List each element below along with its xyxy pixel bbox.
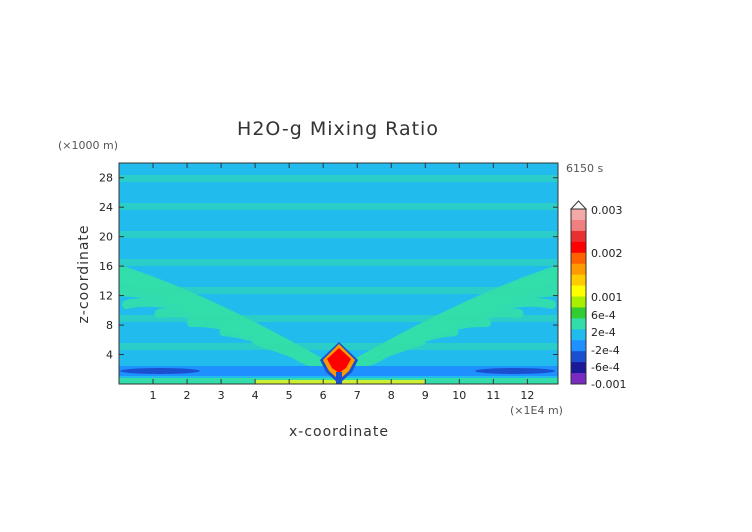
x-tick-label: 9: [422, 389, 429, 402]
time-label: 6150 s: [566, 162, 603, 175]
x-tick-label: 2: [184, 389, 191, 402]
colorbar-label: 0.002: [591, 247, 623, 260]
field-band: [346, 265, 558, 371]
colorbar-label: -6e-4: [591, 361, 620, 374]
y-tick-label: 24: [99, 201, 113, 214]
y-tick-label: 20: [99, 231, 113, 244]
field-band: [119, 264, 332, 371]
field-stripe: [119, 315, 558, 322]
x-tick-label: 7: [354, 389, 361, 402]
colorbar-label: -0.001: [591, 378, 626, 391]
x-tick-label: 11: [486, 389, 500, 402]
colorbar-swatch: [571, 230, 586, 243]
x-tick-label: 4: [252, 389, 259, 402]
y-ticks: 4 8 12 16 20 24 28: [99, 172, 558, 362]
x-axis-label: x-coordinate: [289, 424, 389, 440]
colorbar-label: 0.003: [591, 204, 623, 217]
colorbar-swatch: [571, 318, 586, 330]
field-stripe: [119, 287, 558, 294]
chart-title: H2O-g Mixing Ratio: [237, 118, 439, 140]
colorbar-swatch: [571, 241, 586, 254]
surface-dark-right: [475, 368, 555, 374]
colorbar-label: 6e-4: [591, 309, 616, 322]
y-tick-label: 12: [99, 290, 113, 303]
field-stripe: [119, 231, 558, 238]
x-ticks: 1 2 3 4 5 6 7 8 9 10 11 12: [150, 163, 534, 402]
colorbar-swatch: [571, 285, 586, 297]
colorbar-swatch: [571, 329, 586, 341]
colorbar-swatch: [571, 252, 586, 265]
y-tick-label: 28: [99, 172, 113, 185]
colorbar-swatch: [571, 296, 586, 308]
colorbar-swatch: [571, 263, 586, 276]
colorbar-label: -2e-4: [591, 344, 620, 357]
plume-stem: [336, 372, 342, 384]
y-tick-label: 4: [106, 349, 113, 362]
colorbar-label: 0.001: [591, 291, 623, 304]
colorbar-swatch: [571, 373, 586, 385]
heatmap-field: [119, 163, 558, 384]
colorbar-swatch: [571, 209, 586, 221]
surface-dark-left: [120, 368, 200, 374]
x-tick-label: 5: [286, 389, 293, 402]
x-tick-label: 10: [452, 389, 466, 402]
colorbar-frame: [570, 208, 587, 385]
x-unit-label: (×1E4 m): [510, 404, 563, 417]
colorbar-label: 2e-4: [591, 326, 616, 339]
colorbar-swatch: [571, 307, 586, 319]
plot-frame: [118, 162, 559, 385]
colorbar: 0.003 0.002 0.001 6e-4 2e-4 -2e-4 -6e-4 -0.001: [569, 200, 626, 391]
colorbar-swatch: [571, 351, 586, 363]
x-tick-label: 6: [320, 389, 327, 402]
colorbar-max-arrow: [569, 200, 588, 210]
y-tick-label: 8: [106, 319, 113, 332]
y-unit-label: (×1000 m): [58, 139, 118, 152]
x-tick-label: 8: [388, 389, 395, 402]
field-stripe: [119, 175, 558, 182]
colorbar-swatch: [571, 340, 586, 352]
plume-red: [327, 348, 351, 373]
colorbar-swatch: [571, 362, 586, 374]
field-stripe: [119, 203, 558, 210]
y-axis-label: z-coordinate: [76, 224, 92, 323]
x-tick-label: 12: [520, 389, 534, 402]
y-tick-label: 16: [99, 260, 113, 273]
x-tick-label: 3: [218, 389, 225, 402]
colorbar-swatch: [571, 274, 586, 287]
field-stripe: [119, 259, 558, 266]
x-tick-label: 1: [150, 389, 157, 402]
colorbar-swatch: [571, 219, 586, 232]
